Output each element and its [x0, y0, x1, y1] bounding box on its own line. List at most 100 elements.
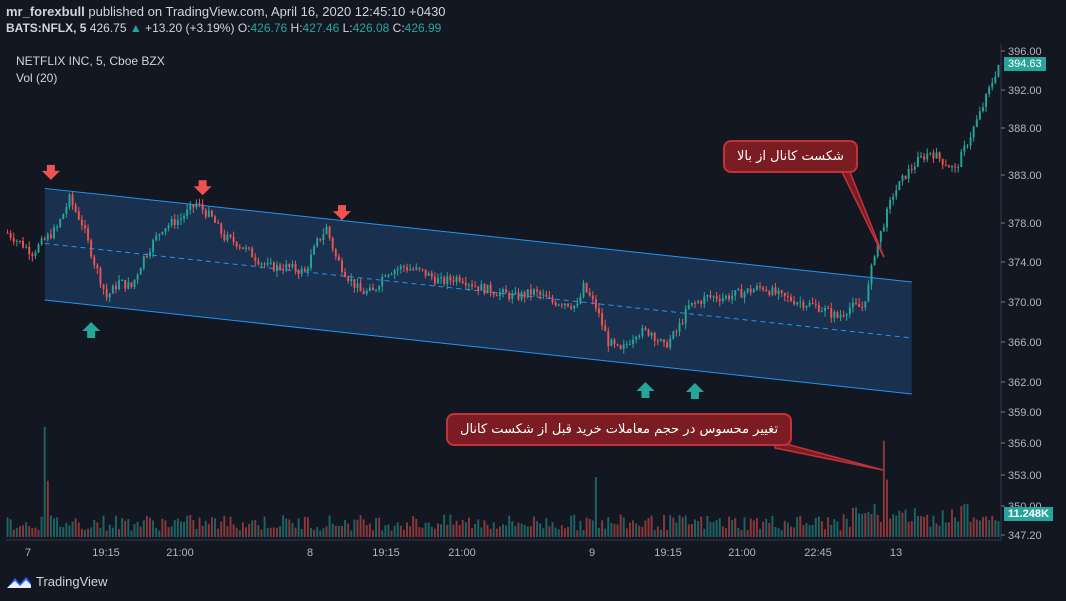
volume-bar: [728, 516, 731, 537]
symbol-name: BATS:NFLX, 5: [6, 21, 87, 35]
candle-body: [114, 285, 117, 290]
candle-body: [895, 190, 898, 197]
candle-body: [269, 262, 272, 264]
volume-bar: [886, 479, 888, 537]
candle-body: [808, 302, 811, 307]
candle-body: [167, 225, 170, 229]
candle-body: [554, 302, 557, 306]
candle-body: [765, 289, 768, 292]
candle-body: [570, 306, 573, 309]
volume-bar: [969, 521, 972, 537]
volume-bar: [331, 523, 334, 537]
candle-body: [830, 308, 833, 318]
volume-bar: [300, 528, 303, 537]
candle-body: [666, 342, 669, 348]
volume-bar: [241, 522, 244, 537]
volume-bar: [601, 520, 604, 537]
volume-bar: [127, 519, 130, 537]
chart-legend-title[interactable]: NETFLIX INC, 5, Cboe BZX: [16, 54, 165, 68]
candle-body: [40, 238, 43, 245]
candle-body: [573, 305, 576, 309]
candle-body: [616, 344, 619, 346]
candle-body: [62, 213, 65, 220]
volume-bar: [796, 517, 799, 537]
candle-body: [328, 226, 331, 238]
volume-bar: [238, 530, 241, 537]
volume-bar: [539, 523, 542, 537]
candle-body: [183, 216, 186, 219]
volume-callout[interactable]: تغییر محسوس در حجم معاملات خرید قبل از ش…: [446, 413, 793, 446]
candle-body: [257, 260, 260, 265]
close-value: 426.99: [404, 21, 442, 35]
volume-legend[interactable]: Vol (20): [16, 71, 58, 85]
volume-bar: [743, 517, 746, 537]
candle-body: [65, 207, 68, 214]
candle-body: [25, 246, 28, 248]
volume-bar: [105, 530, 108, 537]
volume-bar: [15, 527, 18, 537]
candle-body: [817, 304, 820, 312]
candle-body: [446, 276, 449, 284]
candle-body: [684, 308, 687, 324]
candle-body: [601, 313, 604, 326]
volume-bar: [907, 521, 910, 537]
volume-bar: [690, 524, 693, 537]
volume-bar: [724, 528, 727, 537]
volume-bar: [529, 526, 532, 537]
volume-bar: [167, 527, 170, 537]
candle-body: [886, 208, 888, 228]
candle-body: [371, 287, 374, 291]
arrow-markers: [41, 164, 704, 399]
volume-bar: [142, 520, 145, 537]
volume-bar: [334, 525, 337, 537]
candle-body: [991, 82, 994, 88]
volume-bar: [486, 524, 489, 537]
volume-bar: [498, 526, 501, 537]
candle-body: [480, 284, 483, 291]
volume-bar: [71, 521, 74, 537]
candle-body: [628, 344, 631, 346]
volume-bar: [542, 528, 545, 537]
time-tick-label: 19:15: [92, 547, 120, 559]
volume-bar: [297, 518, 300, 537]
volume-bar: [176, 518, 179, 537]
candle-body: [477, 286, 480, 291]
volume-bar: [254, 520, 257, 537]
time-tick-label: 7: [25, 547, 31, 559]
volume-bar: [985, 516, 988, 537]
candle-body: [861, 306, 864, 308]
volume-bar: [923, 516, 926, 537]
open-value: 426.76: [250, 21, 288, 35]
candle-body: [127, 282, 130, 289]
author-name[interactable]: mr_forexbull: [6, 4, 85, 19]
candle-body: [334, 249, 337, 257]
candle-body: [495, 294, 498, 297]
volume-bar: [650, 515, 653, 537]
candle-body: [656, 340, 659, 342]
candle-body: [365, 290, 368, 294]
candle-body: [427, 273, 430, 276]
tradingview-logo[interactable]: TradingView: [6, 574, 108, 589]
candle-body: [288, 264, 291, 267]
candle-body: [814, 303, 817, 305]
candle-body: [873, 256, 876, 265]
volume-bar: [489, 528, 492, 537]
candle-body: [31, 254, 34, 256]
candle-body: [771, 287, 774, 296]
volume-bar: [102, 515, 105, 537]
candle-body: [93, 256, 96, 265]
volume-bar: [848, 526, 851, 537]
volume-bar: [467, 517, 470, 537]
volume-bar: [833, 519, 836, 537]
volume-bar: [619, 514, 622, 537]
volume-bars: [6, 427, 1000, 537]
candle-body: [768, 291, 771, 296]
low-value: 426.08: [352, 21, 390, 35]
time-tick-label: 21:00: [728, 547, 756, 559]
candle-body: [610, 339, 613, 347]
channel-upper-line[interactable]: [44, 187, 912, 283]
breakout-callout[interactable]: شکست کانال از بالا: [723, 140, 858, 173]
candle-body: [368, 287, 371, 291]
channel-lower-line[interactable]: [44, 299, 912, 395]
